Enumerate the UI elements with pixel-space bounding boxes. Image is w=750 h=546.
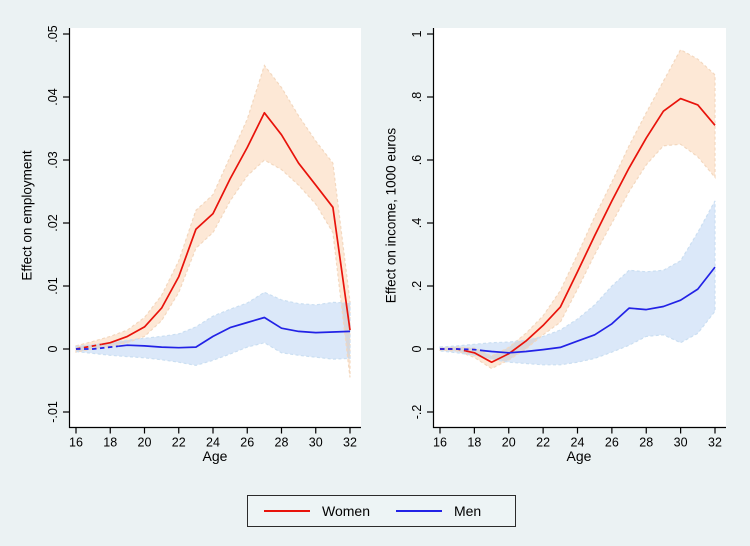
legend: Women Men [247,495,516,527]
x-tick-label: 28 [639,436,653,450]
y-tick-label: 0 [46,345,60,352]
men-ci-band-edge [439,200,716,366]
x-tick-label: 30 [309,436,323,450]
legend-label-men: Men [453,503,482,519]
y-tick-label: 0 [410,345,424,352]
x-tick-label: 18 [467,436,481,450]
x-tick-label: 20 [502,436,516,450]
men-line [118,316,351,349]
x-tick-label: 20 [138,436,152,450]
men-ci-band [76,292,350,366]
men-line-sample [395,510,442,512]
women-ci-band-edge [75,64,351,378]
x-tick-label: 26 [605,436,619,450]
women-line-sample [264,510,310,512]
men-ci-band [440,200,715,365]
men-ci-band-edge [75,291,351,367]
income-y-axis-title: Effect on income, 1000 euros [383,127,399,304]
x-tick-label: 32 [708,436,722,450]
y-tick-label: .8 [410,92,424,102]
men-line [482,266,716,354]
employment-plot: .05 .04 .03 .02 .01 0 -.01 16 18 20 22 24 26 28 30 32 [46,25,361,450]
x-tick-label: 26 [240,436,254,450]
y-tick-label: .03 [46,151,60,168]
x-tick-label: 24 [571,436,585,450]
men-line-dashed [76,345,119,350]
y-tick-label: .05 [46,25,60,42]
legend-entry-women: Women [264,503,370,519]
employment-x-axis-title: Age [202,448,228,464]
plot-area [433,28,726,428]
legend-entry-men: Men [395,503,482,519]
y-tick-label: .4 [410,218,424,228]
employment-y-axis-title: Effect on employment [19,150,35,281]
women-line-dashed [75,343,102,350]
income-plot: 1 .8 .6 .4 .2 0 -.2 16 18 20 22 24 26 28 30 32 [410,28,726,450]
plot-area [69,28,361,428]
x-tick-label: 16 [433,436,447,450]
women-ci-band [76,65,350,378]
x-tick-label: 22 [172,436,186,450]
women-line [465,97,716,364]
y-tick-label: .6 [410,155,424,165]
x-tick-label: 32 [343,436,357,450]
x-tick-label: 24 [206,436,220,450]
x-tick-label: 28 [275,436,289,450]
x-tick-label: 30 [674,436,688,450]
men-line-dashed [440,348,484,352]
y-tick-label: .01 [46,277,60,294]
y-tick-label: -.01 [46,401,60,423]
y-tick-label: .04 [46,88,60,105]
legend-label-women: Women [322,503,370,519]
women-ci-band-edge [439,48,716,370]
x-tick-label: 22 [536,436,550,450]
women-ci-band [440,49,715,369]
y-tick-label: .2 [410,281,424,291]
x-tick-label: 18 [103,436,117,450]
y-tick-label: .02 [46,214,60,231]
income-x-axis-title: Age [566,448,592,464]
x-tick-label: 16 [69,436,83,450]
y-tick-label: 1 [410,30,424,37]
y-tick-label: -.2 [410,405,424,420]
women-line [101,111,351,346]
